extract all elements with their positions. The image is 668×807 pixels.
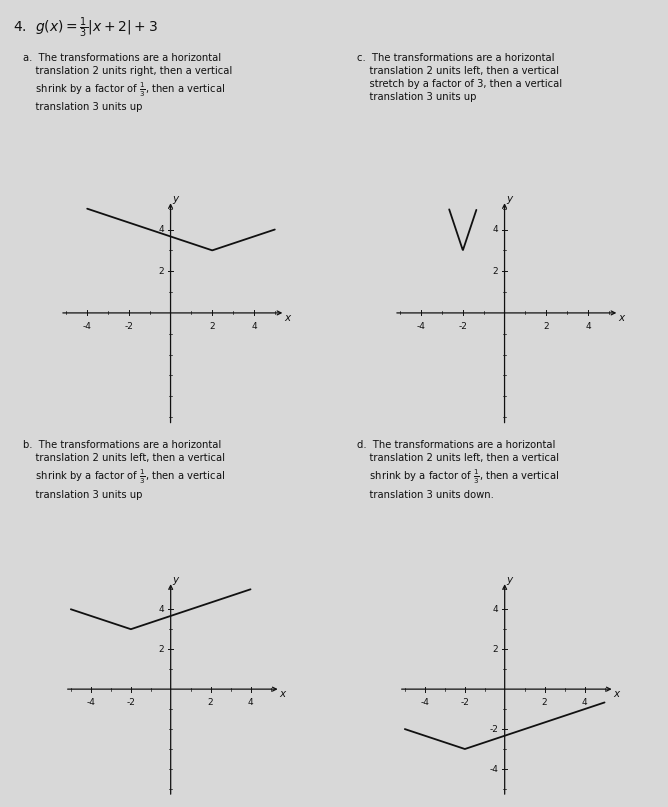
Text: 2: 2 <box>492 267 498 276</box>
Text: -4: -4 <box>490 764 498 774</box>
Text: 2: 2 <box>542 697 548 706</box>
Text: 4: 4 <box>493 604 498 614</box>
Text: 4.  $g(x) = \frac{1}{3}|x+2|+3$: 4. $g(x) = \frac{1}{3}|x+2|+3$ <box>13 16 158 40</box>
Text: -2: -2 <box>458 322 468 331</box>
Text: -2: -2 <box>126 697 135 706</box>
Text: -4: -4 <box>420 697 430 706</box>
Text: b.  The transformations are a horizontal
    translation 2 units left, then a ve: b. The transformations are a horizontal … <box>23 440 225 500</box>
Text: 4: 4 <box>582 697 587 706</box>
Text: 4: 4 <box>251 322 257 331</box>
Text: -4: -4 <box>417 322 426 331</box>
Text: 2: 2 <box>158 267 164 276</box>
Text: -2: -2 <box>490 725 498 734</box>
Text: x: x <box>613 689 620 699</box>
Text: d.  The transformations are a horizontal
    translation 2 units left, then a ve: d. The transformations are a horizontal … <box>357 440 559 500</box>
Text: 4: 4 <box>585 322 591 331</box>
Text: 2: 2 <box>210 322 215 331</box>
Text: x: x <box>619 313 625 323</box>
Text: -2: -2 <box>460 697 469 706</box>
Text: a.  The transformations are a horizontal
    translation 2 units right, then a v: a. The transformations are a horizontal … <box>23 52 232 112</box>
Text: 4: 4 <box>492 225 498 234</box>
Text: 2: 2 <box>208 697 214 706</box>
Text: y: y <box>172 575 179 585</box>
Text: 4: 4 <box>248 697 253 706</box>
Text: 2: 2 <box>544 322 549 331</box>
Text: x: x <box>285 313 291 323</box>
Text: x: x <box>279 689 286 699</box>
Text: 4: 4 <box>158 225 164 234</box>
Text: -4: -4 <box>83 322 92 331</box>
Text: 4: 4 <box>159 604 164 614</box>
Text: c.  The transformations are a horizontal
    translation 2 units left, then a ve: c. The transformations are a horizontal … <box>357 52 562 102</box>
Text: -4: -4 <box>86 697 96 706</box>
Text: y: y <box>507 194 513 204</box>
Text: y: y <box>173 194 179 204</box>
Text: -2: -2 <box>124 322 134 331</box>
Text: 2: 2 <box>493 645 498 654</box>
Text: 2: 2 <box>159 645 164 654</box>
Text: y: y <box>506 575 513 585</box>
